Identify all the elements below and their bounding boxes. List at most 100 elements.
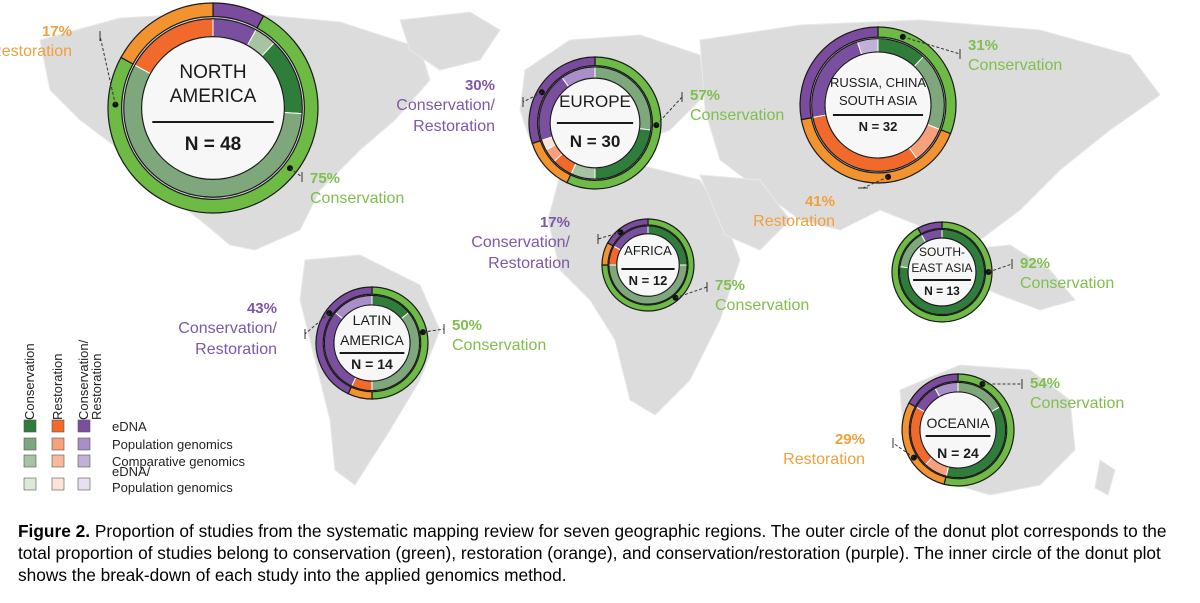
legend-swatch-restoration: [51, 454, 65, 468]
callout-leader: [655, 96, 683, 126]
donut-oceania: OCEANIA N = 24: [901, 373, 1015, 487]
legend-row-label: Population genomics: [112, 437, 233, 452]
callout-label: Conservation: [690, 107, 784, 124]
callout-label: Conservation: [452, 337, 546, 354]
outer-segment-restoration: [120, 2, 214, 65]
callout-conservation: 57% Conservation: [653, 87, 784, 129]
legend-column-label: Restoration: [50, 354, 65, 420]
callout-percent: 54%: [1030, 375, 1060, 392]
callout-label: Conservation: [968, 57, 1062, 74]
outer-segment-conservation_restoration: [799, 26, 879, 121]
callout-label: Conservation: [310, 190, 404, 207]
callout-label: Conservation/: [471, 234, 570, 251]
callout-conservation: 75% Conservation: [672, 277, 809, 314]
callout-conservation_restoration: 30% Conservation/Restoration: [396, 77, 545, 135]
sample-size: N = 48: [185, 134, 242, 155]
donut-center: [616, 233, 680, 297]
callout-conservation: 31% Conservation: [899, 33, 1062, 74]
callout-label: Conservation: [715, 297, 809, 314]
legend-column-label: Conservation/: [76, 339, 91, 420]
callout-leader: [304, 312, 330, 335]
outer-segment-conservation_restoration: [917, 221, 943, 235]
callout-leader: [522, 91, 543, 103]
callout-label: Conservation: [1020, 275, 1114, 292]
donut-center: [824, 51, 932, 159]
region-name: AMERICA: [170, 86, 257, 107]
caption-text: Proportion of studies from the systemati…: [18, 521, 1167, 585]
callout-percent: 17%: [42, 23, 72, 40]
callout-leader: [892, 442, 915, 459]
legend-swatch-restoration: [51, 419, 65, 433]
legend-swatch-restoration: [51, 477, 65, 491]
legend: Conservation Restoration Conservation/Rest…: [22, 339, 245, 495]
callout-percent: 43%: [247, 300, 277, 317]
legend-row-label: Comparative genomics: [112, 454, 245, 469]
outer-segment-conservation_restoration: [908, 373, 959, 408]
donut-center: [333, 304, 411, 382]
legend-swatch-conservation: [23, 419, 37, 433]
legend-swatch-conservation_restoration: [77, 437, 91, 451]
region-name: NORTH: [179, 62, 246, 83]
callout-percent: 75%: [310, 170, 340, 187]
callout-percent: 75%: [715, 277, 745, 294]
callout-leader: [988, 263, 1013, 273]
callout-label: Conservation/: [396, 97, 495, 114]
region-name: AMERICA: [340, 332, 404, 348]
inner-ring-outline: [811, 38, 945, 172]
outer-segment-conservation_restoration: [528, 56, 596, 145]
region-name: RUSSIA, CHINA: [830, 75, 926, 90]
callout-label: Restoration: [195, 341, 277, 358]
inner-ring-outline: [909, 381, 1007, 479]
region-name: EAST ASIA: [911, 261, 972, 275]
greenland-shape: [399, 11, 501, 71]
inner-ring-outline: [608, 225, 688, 305]
nz-shape: [1094, 459, 1116, 496]
donut-south-east-asia: SOUTH- EAST ASIA N = 13: [891, 221, 993, 323]
callout-percent: 31%: [968, 37, 998, 54]
outer-segment-conservation_restoration: [606, 218, 649, 247]
sample-size: N = 30: [570, 132, 621, 151]
donut-center: [919, 391, 997, 469]
callout-conservation: 50% Conservation: [419, 317, 546, 354]
region-name: SOUTH ASIA: [839, 93, 917, 108]
legend-row-label: Population genomics: [112, 480, 233, 495]
callout-percent: 57%: [690, 87, 720, 104]
callout-label: Conservation/: [178, 320, 277, 337]
sample-size: N = 13: [924, 284, 960, 298]
region-name: SOUTH-: [919, 245, 965, 259]
callout-label: Restoration: [0, 43, 72, 60]
legend-swatch-conservation_restoration: [77, 454, 91, 468]
region-name: AFRICA: [624, 243, 672, 258]
sample-size: N = 12: [629, 273, 668, 288]
figure-caption: Figure 2. Proportion of studies from the…: [18, 520, 1186, 586]
legend-swatch-conservation: [23, 454, 37, 468]
legend-swatch-conservation: [23, 437, 37, 451]
inner-ring-outline: [898, 228, 986, 316]
region-name: EUROPE: [559, 92, 631, 111]
legend-swatch-restoration: [51, 437, 65, 451]
inner-ring-outline: [538, 66, 652, 180]
callout-percent: 50%: [452, 317, 482, 334]
callout-restoration: 41% Restoration: [753, 173, 892, 230]
inner-ring-outline: [123, 18, 303, 198]
callout-percent: 29%: [835, 431, 865, 448]
donut-africa: AFRICA N = 12: [601, 218, 695, 312]
donut-center: [907, 237, 977, 307]
callout-leader: [675, 286, 708, 299]
donut-europe: EUROPE N = 30: [528, 56, 662, 190]
figure-map-chart: NORTH AMERICA N = 48 EUROPE N = 30 RUSSIA, CH…: [0, 2, 1161, 496]
callout-leader: [422, 328, 445, 333]
callout-conservation: 75% Conservation: [286, 165, 404, 207]
sample-size: N = 14: [351, 356, 393, 372]
callout-label: Restoration: [488, 255, 570, 272]
callout-leader: [99, 35, 116, 105]
donut-north-america: NORTH AMERICA N = 48: [107, 2, 319, 214]
donut-latin-america: LATIN AMERICA N = 14: [315, 286, 429, 400]
callout-percent: 30%: [465, 77, 495, 94]
callout-percent: 41%: [805, 193, 835, 210]
callout-label: Restoration: [783, 451, 865, 468]
callout-restoration: 17% Restoration: [0, 23, 119, 108]
callout-labels: 17% Restoration 75% Conservation 30% Conserva…: [0, 23, 1124, 468]
legend-swatch-conservation_restoration: [77, 419, 91, 433]
callout-percent: 17%: [540, 214, 570, 231]
